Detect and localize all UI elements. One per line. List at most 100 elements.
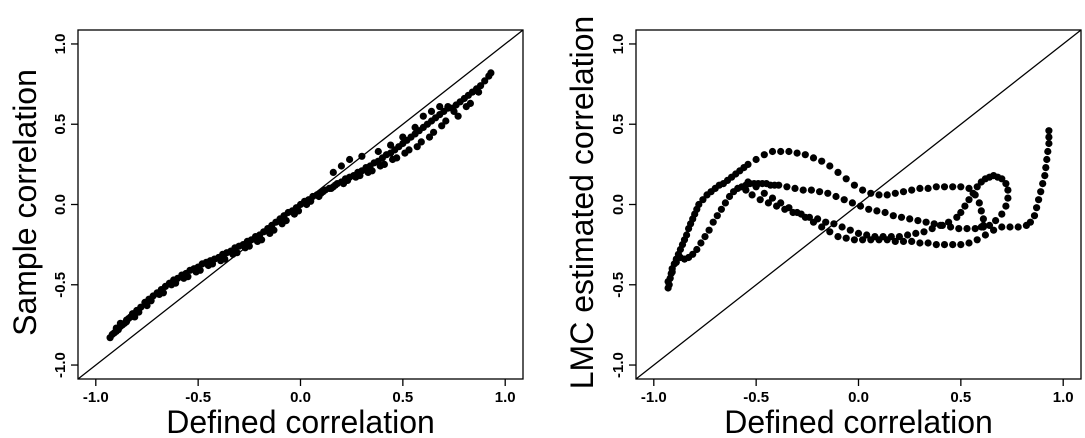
left-identity-line <box>77 29 524 380</box>
right-y-axis-title: LMC estimated correlation <box>564 16 600 389</box>
right-data-point <box>1033 204 1041 212</box>
left-x-tick-label: -1.0 <box>83 389 109 406</box>
right-data-point <box>936 221 945 229</box>
right-data-point <box>748 191 756 199</box>
left-scatter-panel: -1.0 -0.5 0.0 0.5 1.0 -1.0 -0.5 0.0 0.5 1.0 Defi… <box>7 29 524 438</box>
left-data-point <box>167 281 176 289</box>
left-data-point <box>481 77 489 85</box>
right-data-point <box>955 225 963 233</box>
right-data-point <box>664 278 672 286</box>
right-y-tick-label: 0.5 <box>610 114 627 135</box>
right-data-point <box>826 162 834 170</box>
left-data-point <box>411 123 419 131</box>
left-data-point <box>290 210 298 218</box>
right-data-point <box>672 258 680 266</box>
right-data-point <box>957 208 965 217</box>
right-data-point <box>979 223 988 231</box>
right-data-point <box>922 218 930 226</box>
right-y-tick-label: -1.0 <box>610 352 627 378</box>
right-data-point <box>899 188 908 196</box>
right-data-point <box>848 199 857 207</box>
right-data-point <box>865 205 873 213</box>
left-points <box>106 69 495 342</box>
right-data-point <box>965 239 973 247</box>
left-data-point <box>442 117 450 125</box>
right-data-point <box>881 208 889 217</box>
right-data-point <box>840 196 848 204</box>
right-y-axis: -1.0 -0.5 0.0 0.5 1.0 <box>610 34 636 378</box>
right-data-point <box>693 245 701 254</box>
right-points <box>664 127 1053 292</box>
left-y-tick-label: 1.0 <box>52 34 69 55</box>
right-data-point <box>850 181 859 189</box>
right-data-point <box>1042 164 1050 172</box>
right-data-point <box>717 205 726 213</box>
right-data-point <box>965 184 973 192</box>
right-data-point <box>777 199 785 207</box>
right-data-point <box>891 189 899 197</box>
right-data-point <box>697 239 705 247</box>
left-data-point <box>436 103 444 111</box>
right-data-point <box>683 231 691 239</box>
right-data-point <box>928 225 936 233</box>
right-data-point <box>949 183 957 191</box>
left-data-point <box>204 261 212 270</box>
right-data-point <box>809 218 818 226</box>
right-data-point <box>985 221 994 229</box>
right-data-point <box>807 186 816 194</box>
right-data-point <box>920 228 928 236</box>
right-data-point <box>875 236 883 244</box>
right-data-point <box>977 178 985 186</box>
right-data-point <box>867 189 875 197</box>
left-data-point <box>337 162 345 170</box>
right-data-point <box>689 250 697 258</box>
right-data-point <box>1035 196 1043 204</box>
right-data-point <box>744 178 752 186</box>
left-data-point <box>217 257 225 265</box>
left-y-tick-label: 0.5 <box>52 114 69 135</box>
right-scatter-panel: -1.0 -0.5 0.0 0.5 1.0 -1.0 -0.5 0.0 0.5 1.0 Defi… <box>564 16 1082 438</box>
right-data-point <box>801 151 809 159</box>
right-data-point <box>883 191 891 199</box>
left-y-tick-label: -1.0 <box>52 352 69 378</box>
right-data-point <box>883 236 891 244</box>
right-data-point <box>783 183 791 191</box>
left-data-point <box>454 112 462 120</box>
left-data-point <box>430 128 438 136</box>
right-data-point <box>752 183 760 191</box>
right-x-tick-label: 0.5 <box>950 389 971 406</box>
right-data-point <box>846 226 854 234</box>
right-data-point <box>809 154 818 162</box>
right-data-point <box>975 199 983 207</box>
left-data-point <box>417 138 425 146</box>
right-data-point <box>777 147 785 156</box>
right-data-point <box>760 189 768 197</box>
left-x-tick-label: 1.0 <box>495 389 516 406</box>
left-data-point <box>399 133 407 141</box>
right-data-point <box>768 194 777 202</box>
left-data-point <box>131 313 139 321</box>
right-data-point <box>834 233 842 241</box>
right-y-tick-label: -0.5 <box>610 272 627 298</box>
left-data-point <box>364 168 372 176</box>
left-data-point <box>135 308 143 316</box>
right-data-point <box>818 223 826 231</box>
right-x-axis-title: Defined correlation <box>724 404 993 438</box>
right-data-point <box>961 202 969 210</box>
right-data-point <box>850 236 859 244</box>
left-data-point <box>329 168 337 176</box>
right-data-point <box>992 217 1000 225</box>
right-data-point <box>932 183 940 191</box>
right-data-point <box>713 212 721 220</box>
right-data-point <box>668 268 676 276</box>
right-data-point <box>742 186 750 194</box>
right-data-point <box>1045 139 1053 148</box>
left-data-point <box>475 88 483 96</box>
left-data-point <box>427 107 436 115</box>
right-x-tick-label: -1.0 <box>641 389 667 406</box>
right-data-point <box>916 239 924 247</box>
right-data-point <box>1002 180 1010 188</box>
right-data-point <box>1006 223 1014 231</box>
left-x-axis-title: Defined correlation <box>166 404 435 438</box>
left-data-point <box>122 318 131 326</box>
